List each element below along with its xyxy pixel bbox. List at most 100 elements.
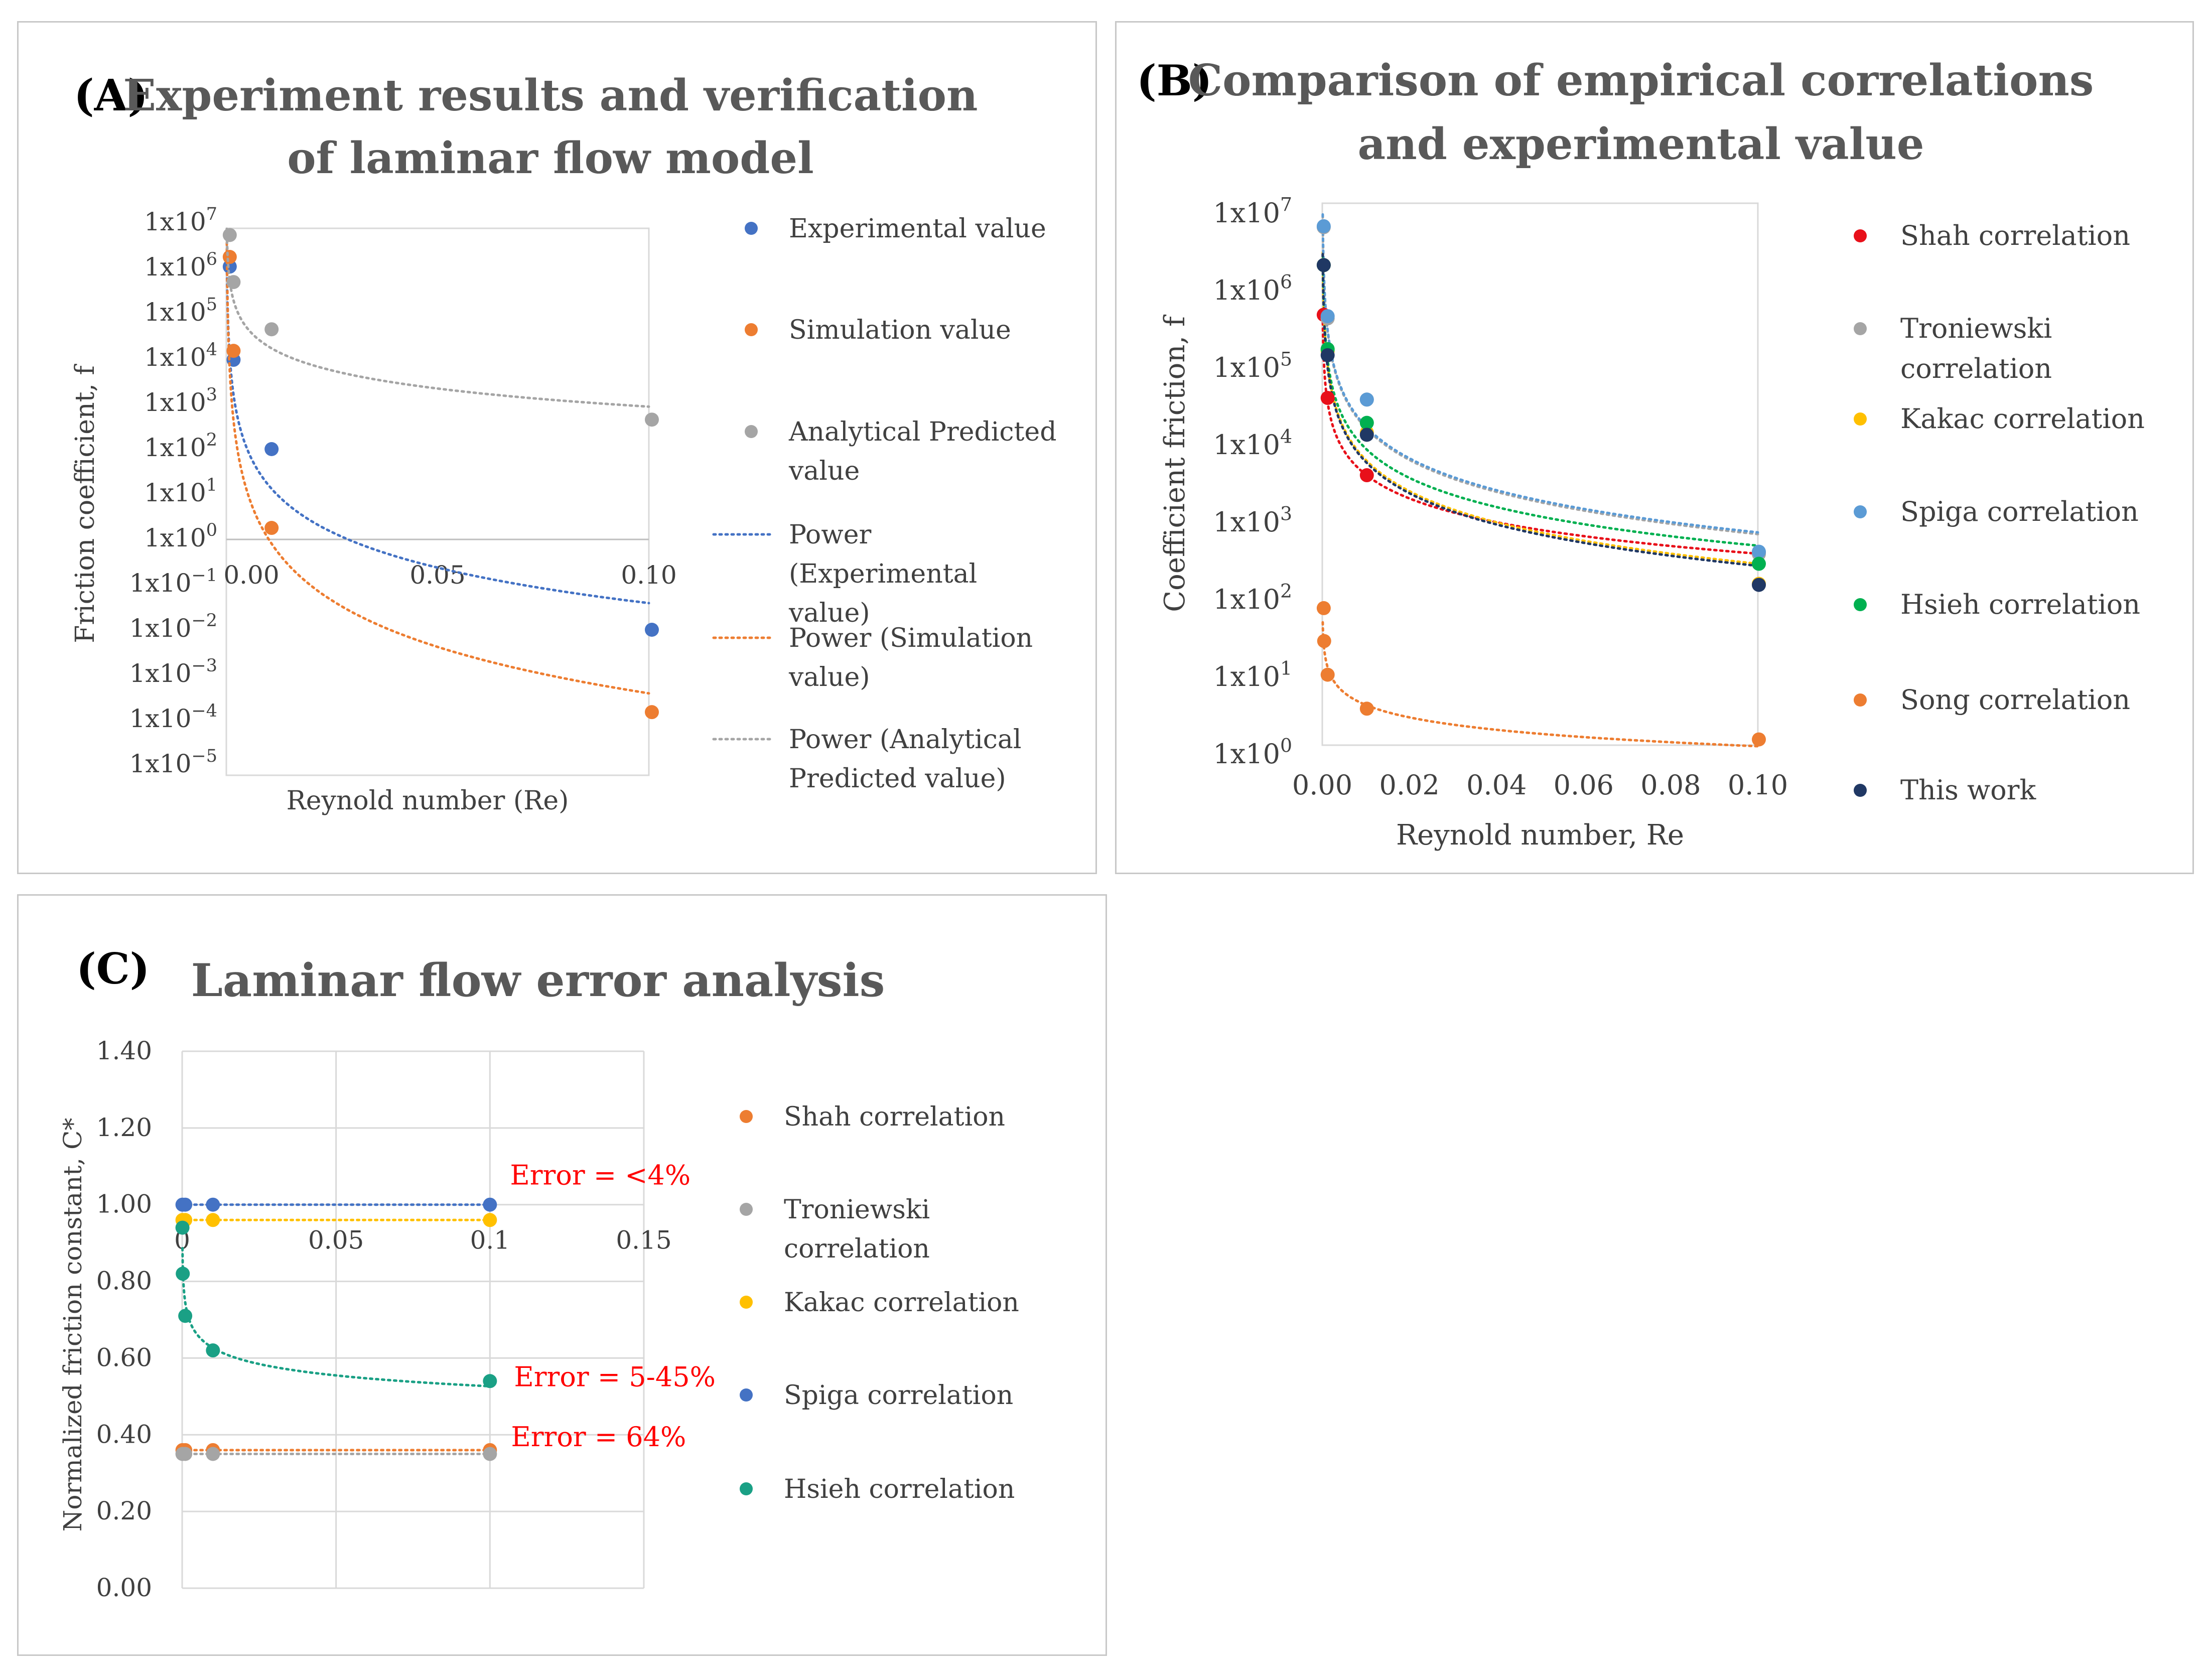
chart-c-legend-label-0: Shah correlation (784, 1102, 1005, 1132)
chart-a-y-tick: 1x106 (144, 249, 217, 282)
chart-b-point (1317, 634, 1331, 648)
chart-c-annotation: Error = 64% (511, 1421, 686, 1453)
chart-a-point (645, 412, 659, 427)
chart-b-y-tick: 1x101 (1213, 657, 1292, 692)
chart-a-legend-marker (745, 222, 758, 235)
chart-b-y-tick: 1x102 (1213, 580, 1292, 615)
chart-c-y-tick: 0.00 (96, 1573, 152, 1602)
chart-b-title-line2: and experimental value (1357, 119, 1924, 170)
chart-a-y-tick-exp: −2 (191, 611, 217, 631)
chart-a-y-tick-base: 1x10 (129, 704, 192, 733)
chart-b-y-tick: 1x106 (1213, 270, 1292, 306)
chart-b-trendline (1321, 253, 1759, 568)
chart-c-point (206, 1197, 220, 1212)
chart-a-svg: (A)Experiment results and verification of… (70, 70, 1056, 816)
chart-c-y-tick: 1.20 (96, 1113, 152, 1142)
chart-b-y-tick-base: 1x10 (1213, 738, 1280, 770)
chart-a-y-tick-base: 1x10 (144, 252, 206, 282)
chart-c-y-tick: 0.20 (96, 1496, 152, 1525)
chart-a-point (264, 521, 279, 535)
chart-b-trendline (1321, 253, 1759, 547)
panel-c-label: (C) (76, 944, 150, 994)
chart-b-legend-marker (1854, 322, 1867, 335)
chart-b-y-tick: 1x105 (1213, 348, 1292, 383)
chart-c-legend-label-0: Kakac correlation (784, 1288, 1019, 1318)
chart-a-legend-label-1: value (788, 456, 860, 486)
chart-a-x-axis-title: Reynold number (Re) (287, 786, 569, 816)
chart-a-y-tick-base: 1x10 (144, 388, 206, 417)
chart-b-x-tick: 0.02 (1379, 769, 1439, 801)
chart-a-y-tick-base: 1x10 (144, 478, 206, 507)
chart-c-x-tick: 0.15 (616, 1226, 671, 1255)
chart-c-point (176, 1267, 190, 1281)
chart-c-point (206, 1343, 220, 1358)
chart-b-y-tick-base: 1x10 (1213, 197, 1280, 229)
chart-a-y-tick: 1x10−5 (129, 746, 217, 778)
chart-c-point (483, 1197, 497, 1212)
chart-b-point (1359, 392, 1374, 407)
chart-b-legend-label-1: correlation (1900, 353, 2052, 384)
chart-a-point (222, 228, 237, 242)
chart-b-legend-marker (1854, 784, 1867, 797)
chart-b-trendline (1321, 315, 1759, 555)
chart-a-title-line1: Experiment results and verification (123, 70, 978, 121)
chart-b-y-tick-base: 1x10 (1213, 429, 1280, 461)
chart-b-point (1320, 391, 1335, 405)
chart-b-x-tick: 0.00 (1292, 769, 1352, 801)
chart-c-legend: Shah correlation Troniewski correlation Kak… (740, 1102, 1019, 1504)
chart-a-y-tick-base: 1x10 (129, 569, 192, 598)
chart-b-point (1359, 702, 1374, 716)
chart-b-point (1359, 415, 1374, 430)
panel-c: (C) Laminar flow error analysis 1.40 1.20 1.… (17, 894, 1107, 1656)
chart-c-trendline (181, 1247, 491, 1388)
chart-a-legend-trend-label-0: Power (Analytical (789, 725, 1021, 755)
chart-c-x-tick: 0.1 (470, 1226, 510, 1255)
chart-b-y-tick-exp: 2 (1280, 580, 1292, 602)
chart-a-y-tick-exp: 7 (206, 204, 217, 224)
chart-b-legend-marker (1854, 598, 1867, 611)
chart-b-legend-label-0: Troniewski (1900, 313, 2052, 344)
chart-b-y-tick-base: 1x10 (1213, 352, 1280, 383)
chart-b-x-tick: 0.08 (1640, 769, 1701, 801)
chart-a-point (222, 250, 237, 264)
chart-c-legend-marker (740, 1388, 753, 1402)
chart-a-y-tick-exp: 1 (206, 475, 217, 495)
chart-a-legend-trend-label-0: Power (789, 520, 871, 550)
chart-a-trendline (225, 227, 650, 408)
chart-a-y-tick-base: 1x10 (144, 343, 206, 372)
chart-b-point (1320, 667, 1335, 682)
chart-b-plot-border (1321, 202, 1759, 746)
chart-c-y-axis-title: Normalized friction constant, C* (58, 1118, 87, 1532)
chart-b-legend-label-0: Kakac correlation (1900, 403, 2145, 435)
chart-c-y-tick: 1.00 (96, 1190, 152, 1219)
chart-a-legend-label-0: Simulation value (789, 315, 1011, 345)
chart-b-legend-marker (1854, 505, 1867, 518)
chart-b-title-line1: Comparison of empirical correlations (1188, 55, 2094, 106)
chart-a-y-tick: 1x10−3 (129, 656, 217, 688)
chart-a-y-tick-base: 1x10 (129, 659, 192, 688)
chart-c-legend-label-0: Hsieh correlation (784, 1474, 1015, 1504)
chart-b-y-tick: 1x107 (1213, 193, 1292, 229)
chart-c-point (178, 1447, 193, 1461)
chart-b-y-tick-base: 1x10 (1213, 274, 1280, 306)
chart-b-legend-label-0: Shah correlation (1900, 220, 2130, 251)
chart-b-trendline (1321, 251, 1759, 565)
chart-a-y-tick: 1x103 (144, 385, 217, 417)
chart-b-point (1359, 468, 1374, 483)
chart-b-y-tick-exp: 0 (1280, 734, 1292, 756)
panel-a: (A) Experiment results and verification of… (17, 21, 1097, 874)
chart-b-legend-label-0: Spiga correlation (1900, 496, 2139, 527)
chart-b-point (1752, 544, 1766, 559)
chart-b-x-tick: 0.06 (1554, 769, 1614, 801)
chart-c-legend-label-1: correlation (784, 1234, 930, 1264)
chart-a-y-tick-exp: 3 (206, 385, 217, 405)
chart-b-point (1320, 309, 1335, 324)
chart-c-point (175, 1220, 190, 1235)
chart-b-legend-marker (1854, 693, 1867, 707)
chart-a-y-tick-base: 1x10 (129, 614, 192, 643)
chart-b-trendline (1321, 214, 1759, 535)
chart-b-point (1316, 258, 1331, 272)
chart-c-legend-marker (740, 1482, 753, 1495)
chart-b-trendline (1321, 213, 1759, 534)
chart-b-y-tick-base: 1x10 (1213, 661, 1280, 692)
